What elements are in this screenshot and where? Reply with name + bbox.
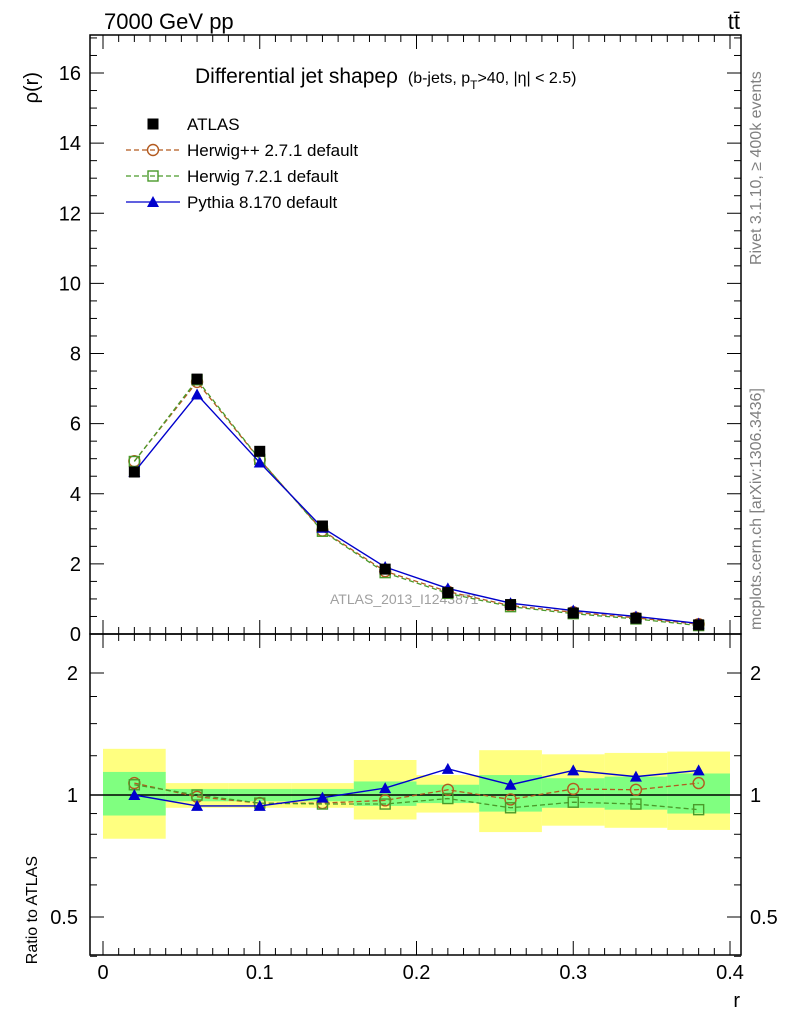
y-axis-label: ρ(r): [21, 72, 43, 103]
y-tick-label: 0: [70, 624, 81, 646]
data-point: [191, 373, 203, 385]
chart-title: Differential jet shapeρ (b-jets, pT>40, …: [195, 65, 577, 92]
y-tick-label: 6: [70, 414, 81, 436]
x-tick-label: 0.2: [403, 962, 431, 984]
y-tick-label: 10: [59, 273, 81, 295]
ratio-data-point: [629, 783, 643, 796]
legend-marker: [147, 118, 159, 130]
x-tick-label: 0.1: [246, 962, 274, 984]
ratio-y-tick-label-right: 2: [750, 663, 761, 685]
ratio-y-tick-label-right: 1: [750, 785, 761, 807]
series-line: [133, 380, 699, 625]
series-line: [133, 378, 699, 627]
y-tick-label: 14: [59, 133, 81, 155]
legend-marker: [146, 143, 160, 157]
analysis-watermark: ATLAS_2013_I1243871: [330, 591, 479, 607]
ratio-band-green: [667, 773, 730, 814]
x-tick-label: 0: [97, 962, 108, 984]
legend-label: ATLAS: [187, 115, 240, 134]
ratio-data-point: [692, 803, 705, 816]
ratio-series-line: [134, 768, 699, 807]
legend-marker: [147, 196, 159, 207]
legend: ATLAS Herwig++ 2.7.1 default Herwig 7.2.1 …: [126, 115, 358, 212]
data-point: [630, 612, 642, 624]
data-point: [567, 607, 579, 619]
ratio-data-point: [630, 798, 642, 810]
legend-marker: [147, 170, 159, 182]
ratio-data-point: [441, 783, 455, 796]
data-point: [253, 456, 266, 468]
ratio-series-line: [134, 782, 699, 804]
legend-label: Herwig++ 2.7.1 default: [187, 141, 358, 160]
ratio-data-point: [442, 792, 454, 805]
ratio-y-tick-label-right: 0.5: [750, 907, 778, 929]
energy-label: 7000 GeV pp: [104, 9, 234, 34]
ratio-data-point: [191, 799, 204, 811]
legend-label: Herwig 7.2.1 default: [187, 167, 338, 186]
legend-label: Pythia 8.170 default: [187, 193, 338, 212]
ratio-data-point: [379, 798, 391, 810]
x-axis-label: r: [733, 990, 740, 1012]
source-label: mcplots.cern.ch [arXiv:1306.3436]: [748, 388, 765, 630]
y-tick-label: 4: [70, 484, 81, 506]
y-tick-label: 2: [70, 554, 81, 576]
data-point: [505, 599, 517, 611]
ratio-data-point: [128, 789, 141, 800]
ratio-data-point: [316, 791, 329, 803]
data-point: [693, 619, 705, 631]
ratio-data-point: [567, 796, 579, 808]
ratio-data-point: [253, 799, 266, 811]
rivet-label: Rivet 3.1.10, ≥ 400k events: [748, 71, 765, 265]
series-line: [133, 393, 699, 625]
process-label: tt̄: [728, 9, 740, 34]
y-tick-label: 12: [59, 203, 81, 225]
data-point: [128, 466, 140, 478]
ratio-y-tick-label: 2: [67, 663, 78, 685]
ratio-data-point: [567, 782, 580, 796]
ratio-data-point: [504, 802, 517, 814]
x-tick-label: 0.3: [559, 962, 587, 984]
data-point: [254, 445, 266, 457]
ratio-data-point: [504, 793, 517, 806]
ratio-y-tick-label: 0.5: [50, 907, 78, 929]
ratio-data-point: [504, 778, 517, 790]
data-point: [379, 563, 391, 575]
ratio-data-point: [567, 764, 580, 776]
x-tick-label: 0.4: [716, 962, 744, 984]
ratio-y-tick-label: 1: [67, 785, 78, 807]
y-tick-label: 8: [70, 344, 81, 366]
ratio-series-line: [134, 784, 699, 811]
data-point: [191, 388, 204, 400]
ratio-data-point: [692, 776, 705, 790]
ratio-data-point: [629, 770, 642, 782]
ratio-data-point: [692, 764, 705, 776]
ratio-data-point: [379, 782, 392, 794]
ratio-data-point: [441, 762, 454, 774]
y-tick-label: 16: [59, 63, 81, 85]
data-point: [316, 520, 328, 532]
ratio-y-axis-label: Ratio to ATLAS: [24, 856, 41, 964]
data-point: [442, 587, 454, 599]
